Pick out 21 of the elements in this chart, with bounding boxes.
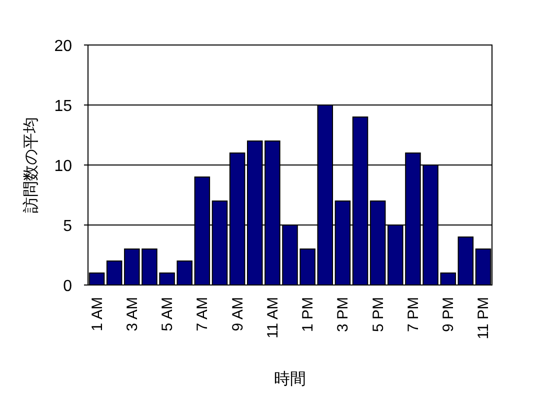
x-tick-label: 7 PM bbox=[404, 297, 422, 332]
y-tick-label: 20 bbox=[54, 38, 72, 55]
y-tick-label: 5 bbox=[63, 218, 72, 235]
x-axis-title: 時間 bbox=[274, 370, 306, 388]
x-tick-label: 3 AM bbox=[124, 297, 141, 332]
x-tick-label: 1 AM bbox=[88, 297, 106, 332]
x-tick-label: 5 AM bbox=[159, 297, 176, 332]
x-tick-label: 1 PM bbox=[300, 297, 317, 332]
bar bbox=[458, 236, 474, 286]
x-tick-label: 11 PM bbox=[475, 297, 492, 340]
x-tick-label: 9 PM bbox=[440, 297, 458, 332]
y-tick-label: 15 bbox=[54, 98, 72, 115]
y-tick-label: 10 bbox=[54, 158, 72, 175]
x-tick-label: 3 PM bbox=[334, 297, 352, 332]
y-tick-label: 0 bbox=[63, 278, 72, 295]
y-axis-title: 訪問数の平均 bbox=[22, 117, 40, 213]
x-tick-label: 5 PM bbox=[370, 297, 387, 332]
x-tick-label: 11 AM bbox=[264, 297, 282, 338]
bar bbox=[106, 260, 122, 286]
x-tick-label: 7 AM bbox=[194, 297, 212, 332]
x-tick-label: 9 AM bbox=[229, 297, 246, 332]
